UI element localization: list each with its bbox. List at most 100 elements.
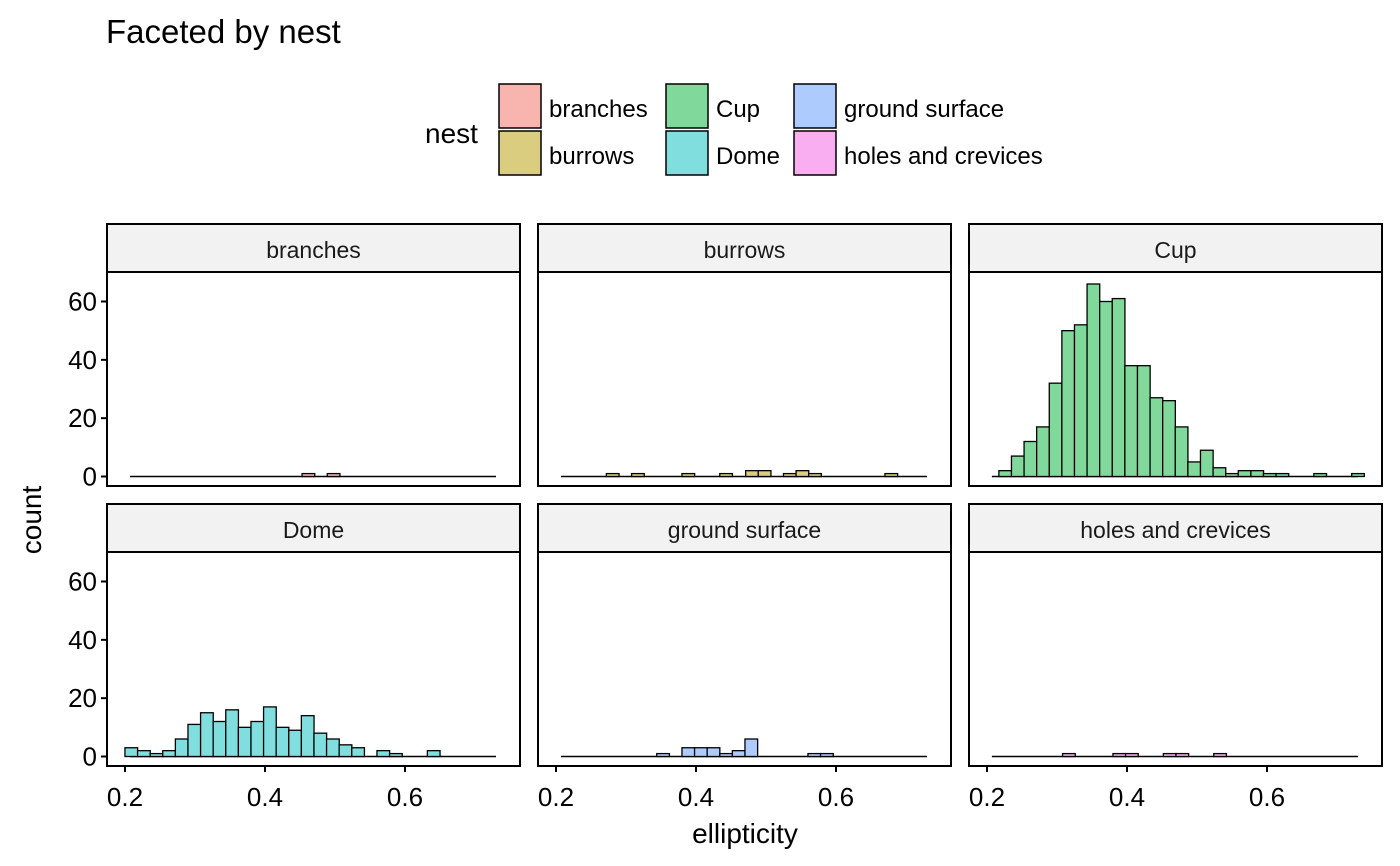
bar-dome-17 (338, 744, 353, 758)
y-axis-label: count (16, 486, 47, 555)
bar-dome-8 (225, 709, 240, 758)
bar-burrows-0 (605, 472, 620, 478)
bar-dome-1 (136, 750, 151, 758)
bar-ground-surface-4 (719, 752, 734, 758)
y-tick-label-1-2: 40 (68, 625, 97, 655)
strip-label-dome: Dome (283, 517, 344, 543)
legend-key-ground-surface (793, 83, 837, 129)
bar-dome-13 (288, 729, 303, 758)
bar-dome-20 (388, 752, 403, 758)
bar-ground-surface-5 (731, 750, 746, 758)
x-tick-label-0-2: 0.6 (387, 782, 423, 812)
bar-branches-1 (326, 472, 341, 478)
bar-ground-surface-1 (681, 747, 696, 758)
bar-cup-23 (1313, 472, 1328, 478)
bar-dome-5 (187, 723, 202, 758)
legend-label-branches: branches (549, 96, 648, 123)
strip-branches (106, 223, 521, 273)
facet-panels: branches burrows Cup Dome ground surface hole… (106, 223, 1383, 767)
legend-key-burrows (498, 130, 542, 176)
bar-cup-21 (1262, 472, 1277, 478)
bar-dome-2 (149, 752, 164, 758)
bar-burrows-2 (681, 472, 696, 478)
bar-burrows-4 (745, 470, 759, 478)
x-tick-label-1-1: 0.4 (678, 782, 714, 812)
panel-burrows: burrows (537, 223, 952, 487)
bar-cup-1 (1010, 455, 1025, 478)
bar-dome-15 (313, 732, 328, 758)
strip-label-cup: Cup (1154, 237, 1196, 263)
bar-cup-16 (1199, 449, 1214, 478)
bar-dome-3 (162, 750, 177, 758)
bar-cup-18 (1225, 472, 1239, 478)
legend-label-burrows: burrows (549, 143, 634, 170)
y-tick-label-0-1: 20 (68, 403, 97, 433)
bar-dome-18 (351, 747, 366, 758)
chart-title: Faceted by nest (106, 13, 341, 50)
legend-label-cup: Cup (716, 96, 760, 123)
bar-burrows-7 (795, 470, 810, 478)
bar-holes-and-crevices-0 (1061, 752, 1076, 758)
legend-key-holes-and-crevices (793, 130, 837, 176)
bar-dome-10 (250, 720, 265, 758)
axes: 0 20 40 60 0 20 40 60 0.2 0.4 0.6 0.2 0.4 0.6 0.2 0.4 0.… (68, 287, 1285, 813)
bar-holes-and-crevices-4 (1175, 752, 1190, 758)
strip-burrows (537, 223, 952, 273)
bar-cup-13 (1162, 400, 1176, 478)
legend-key-cup (665, 83, 709, 129)
bar-ground-surface-8 (819, 752, 834, 758)
plot-area-ground-surface (537, 551, 952, 767)
bar-ground-surface-7 (807, 752, 822, 758)
bar-burrows-6 (782, 472, 797, 478)
bar-branches-0 (301, 472, 316, 478)
x-tick-label-0-0: 0.2 (107, 782, 143, 812)
y-tick-label-1-3: 60 (68, 567, 97, 597)
x-tick-label-2-0: 0.2 (969, 782, 1005, 812)
x-axis-label: ellipticity (692, 818, 798, 849)
bar-dome-14 (300, 715, 315, 758)
bar-cup-7 (1086, 283, 1101, 478)
plot-area-holes-and-crevices (968, 551, 1383, 767)
bar-dome-19 (376, 750, 391, 758)
bar-cup-5 (1061, 330, 1076, 478)
legend-key-dome (665, 130, 709, 176)
bar-dome-4 (174, 738, 189, 758)
legend-label-ground-surface: ground surface (844, 96, 1004, 123)
y-tick-label-0-2: 40 (68, 345, 97, 375)
panel-holes-and-crevices: holes and crevices (968, 503, 1383, 767)
bar-cup-9 (1111, 297, 1126, 478)
x-tick-label-2-1: 0.4 (1109, 782, 1145, 812)
bar-dome-11 (262, 706, 277, 758)
bar-burrows-8 (808, 472, 822, 478)
x-tick-label-0-1: 0.4 (247, 782, 283, 812)
bar-dome-9 (237, 726, 252, 758)
bar-burrows-9 (884, 472, 899, 478)
legend-label-dome: Dome (716, 143, 780, 170)
bar-ground-surface-3 (706, 747, 721, 758)
panel-ground-surface: ground surface (537, 503, 952, 767)
panel-dome: Dome (106, 503, 521, 767)
bar-cup-2 (1023, 440, 1038, 478)
strip-label-branches: branches (266, 237, 361, 263)
legend: nest branches burrows Cup Dome ground surfac… (425, 83, 1043, 176)
strip-label-holes-and-crevices: holes and crevices (1080, 517, 1271, 543)
bar-holes-and-crevices-3 (1162, 752, 1177, 758)
bar-cup-6 (1073, 324, 1088, 478)
bar-holes-and-crevices-1 (1112, 752, 1127, 758)
bar-cup-0 (998, 470, 1013, 478)
bar-burrows-1 (630, 472, 645, 478)
panel-cup: Cup (968, 223, 1383, 487)
y-tick-label-1-1: 20 (68, 683, 97, 713)
legend-title: nest (425, 118, 478, 149)
bar-cup-4 (1048, 382, 1063, 478)
bar-cup-10 (1124, 365, 1139, 478)
x-tick-label-1-0: 0.2 (538, 782, 574, 812)
strip-cup (968, 223, 1383, 273)
panel-branches: branches (106, 223, 521, 487)
bar-cup-17 (1212, 467, 1227, 478)
bar-holes-and-crevices-5 (1213, 752, 1228, 758)
legend-label-holes-and-crevices: holes and crevices (844, 143, 1043, 170)
bar-ground-surface-0 (656, 752, 671, 758)
bar-holes-and-crevices-2 (1124, 752, 1139, 758)
